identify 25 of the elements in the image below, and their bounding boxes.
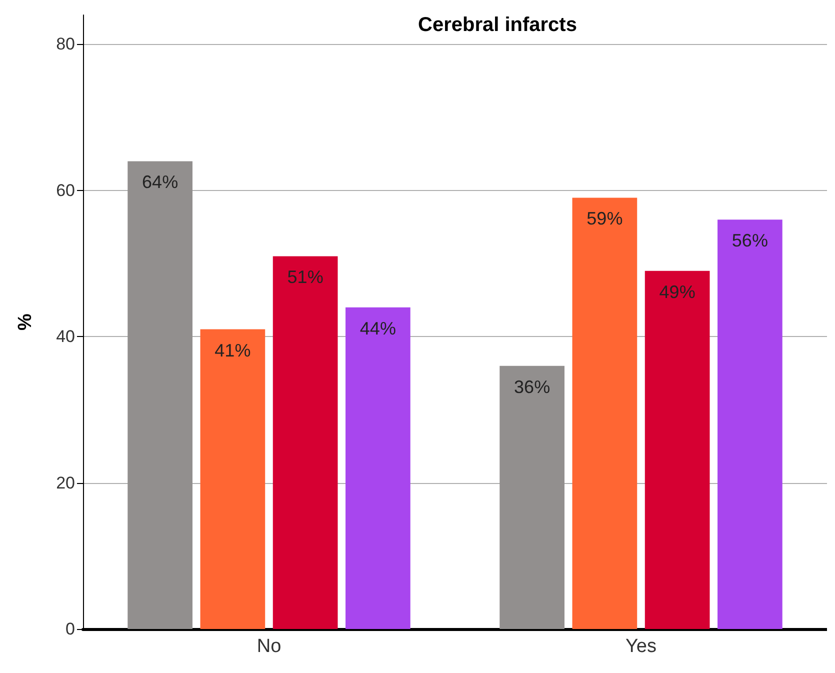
chart-title: Cerebral infarcts: [418, 14, 577, 36]
data-label: 41%: [214, 340, 251, 360]
data-label: 64%: [142, 172, 178, 192]
bar: [500, 366, 564, 629]
bar: [200, 329, 266, 629]
data-label: 44%: [360, 318, 396, 338]
data-label: 36%: [514, 376, 550, 397]
bar: [718, 220, 782, 629]
bar: [128, 161, 192, 629]
data-label: 49%: [659, 282, 696, 302]
bar: [572, 198, 638, 629]
x-tick-label: Yes: [626, 636, 656, 657]
bar: [644, 270, 710, 629]
data-label: 51%: [287, 267, 324, 288]
bar: [272, 256, 338, 629]
x-tick-label: No: [256, 636, 282, 657]
data-label: 56%: [732, 230, 768, 251]
y-tick-label: 40: [56, 327, 75, 346]
y-tick-label: 0: [66, 620, 75, 638]
y-tick-label: 80: [56, 34, 75, 54]
y-tick-label: 20: [56, 473, 75, 492]
bar: [346, 307, 410, 629]
y-axis-title: %: [15, 313, 36, 330]
data-label: 59%: [586, 208, 623, 229]
y-tick-label: 60: [56, 180, 75, 200]
